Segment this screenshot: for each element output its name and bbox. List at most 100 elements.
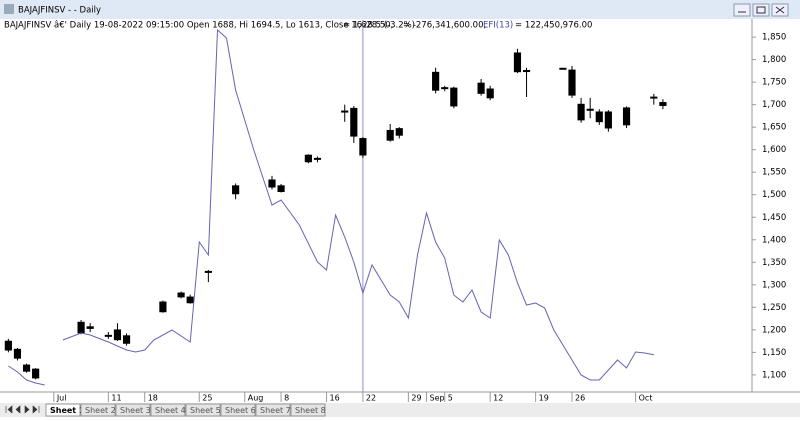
sheet-tab-bg	[80, 403, 116, 417]
sheet-tab-label: Sheet 3	[120, 406, 151, 415]
window-title: BAJAJFINSV - - Daily	[18, 6, 101, 16]
tab-nav	[5, 405, 40, 414]
candle-body	[77, 321, 85, 334]
candle-body	[186, 296, 194, 304]
candle-body	[568, 69, 576, 96]
candle-body	[304, 154, 312, 163]
candle-body	[32, 368, 40, 379]
candle-body	[477, 82, 485, 94]
candle-body	[232, 185, 240, 195]
y-tick-label: 1,500	[762, 190, 786, 200]
x-tick-label: 5	[448, 394, 453, 403]
sheet-tab-bg	[150, 403, 186, 417]
y-tick-label: 1,300	[762, 280, 786, 290]
volume-value: = -276,341,600.00,	[403, 21, 486, 31]
sheet-tab[interactable]: Sheet 7	[255, 403, 291, 417]
y-tick-label: 1,700	[762, 100, 786, 110]
x-tick-label: 12	[493, 394, 503, 403]
candle-body	[159, 301, 167, 313]
y-tick-label: 1,200	[762, 325, 786, 335]
sheet-tab-label: Sheet 7	[260, 406, 291, 415]
candle-body	[204, 270, 212, 273]
minimize-button[interactable]	[733, 3, 751, 17]
indicator-line	[8, 28, 654, 386]
maximize-button[interactable]	[752, 3, 770, 17]
y-tick-label: 1,650	[762, 123, 786, 133]
x-tick-label: Jul	[56, 394, 67, 403]
candle-body	[177, 292, 185, 298]
x-tick-label: 11	[111, 394, 121, 403]
y-tick-label: 1,250	[762, 303, 786, 313]
candle-body	[622, 107, 631, 126]
candle-body	[432, 71, 440, 91]
candle-body	[22, 364, 31, 372]
sheet-tab-bg	[45, 403, 81, 417]
candle-body	[341, 110, 349, 113]
candle-body	[313, 157, 322, 160]
candle-body	[359, 138, 367, 156]
x-tick-label: 25	[202, 394, 212, 403]
candle-body	[268, 179, 276, 188]
candle-body	[86, 326, 94, 329]
candle-body	[122, 335, 131, 344]
efi-label: EFI(13)	[483, 21, 513, 31]
x-tick-label: 18	[148, 394, 158, 403]
close-value: = 1,628.50,	[343, 21, 393, 31]
quote-info: BAJAJFINSV â€' Daily 19-08-2022 09:15:00…	[4, 21, 415, 31]
sheet-tab[interactable]: Sheet 8	[290, 403, 326, 417]
sheet-tab-bg	[290, 403, 326, 417]
sheet-tab-label: Sheet 8	[295, 406, 326, 415]
window-icon	[4, 4, 14, 14]
candle-body	[559, 67, 567, 70]
candle-body	[650, 96, 658, 99]
candle-body	[486, 88, 494, 99]
x-tick-label: 26	[575, 394, 585, 403]
sheet-tab-label: Sheet 2	[85, 406, 116, 415]
candle-body	[104, 334, 112, 337]
y-tick-label: 1,150	[762, 348, 786, 358]
candle-body	[277, 185, 285, 192]
y-tick-label: 1,100	[762, 370, 786, 380]
title-bar	[0, 0, 800, 19]
sheet-tab-bg	[255, 403, 291, 417]
x-tick-label: Aug	[248, 394, 264, 403]
y-tick-label: 1,450	[762, 213, 786, 223]
y-tick-label: 1,750	[762, 78, 786, 88]
x-tick-label: Oct	[639, 394, 653, 403]
close-icon	[775, 6, 785, 14]
sheet-tab-label: Sheet 6	[225, 406, 256, 415]
y-tick-label: 1,850	[762, 33, 786, 43]
maximize-icon	[756, 6, 766, 14]
x-tick-label: 29	[411, 394, 421, 403]
candle-body	[395, 128, 403, 136]
sheet-tab[interactable]: Sheet 1	[45, 403, 85, 417]
sheet-tab[interactable]: Sheet 6	[220, 403, 256, 417]
sheet-tab[interactable]: Sheet 2	[80, 403, 116, 417]
y-tick-label: 1,550	[762, 168, 786, 178]
efi-value: = 122,450,976.00	[515, 21, 592, 31]
y-tick-label: 1,350	[762, 258, 786, 268]
window-buttons	[733, 3, 789, 17]
x-tick-label: 8	[284, 394, 289, 403]
candle-body	[577, 103, 585, 121]
sheet-tab-label: Sheet 5	[190, 406, 221, 415]
candle-body	[586, 108, 594, 111]
y-tick-label: 1,400	[762, 235, 786, 245]
sheet-tab-bg	[115, 403, 151, 417]
tab-nav-arrows[interactable]	[5, 405, 40, 414]
x-tick-label: 22	[366, 394, 376, 403]
sheet-tab[interactable]: Sheet 3	[115, 403, 151, 417]
candle-body	[441, 87, 449, 90]
candle-body	[450, 87, 458, 107]
sheet-tab-bg	[220, 403, 256, 417]
candle-body	[595, 111, 603, 123]
candle-body	[522, 70, 531, 73]
sheet-tab-label: Sheet 4	[155, 406, 186, 415]
candle-body	[513, 52, 522, 73]
candle-body	[13, 348, 22, 359]
sheet-tab[interactable]: Sheet 4	[150, 403, 186, 417]
y-tick-label: 1,600	[762, 145, 786, 155]
sheet-tab-label: Sheet 1	[50, 406, 85, 415]
sheet-tab[interactable]: Sheet 5	[185, 403, 221, 417]
